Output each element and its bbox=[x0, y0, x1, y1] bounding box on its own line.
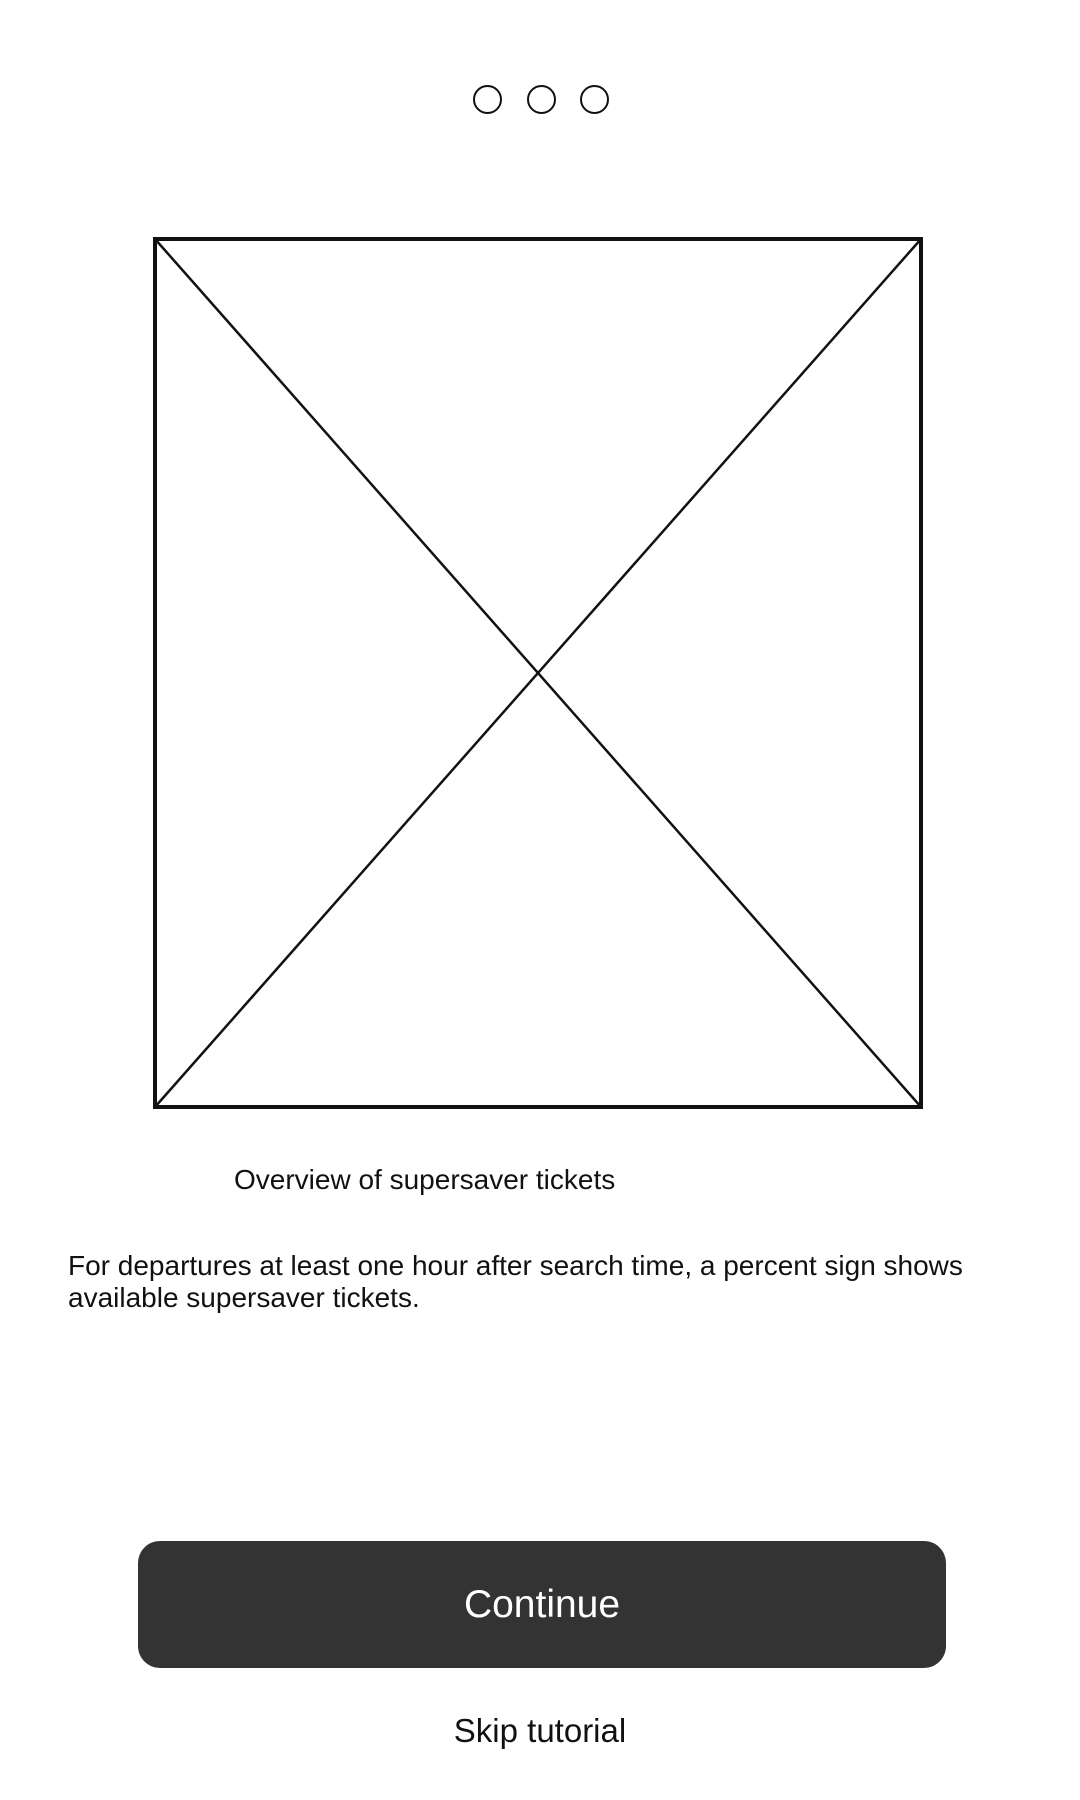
page-dot-2[interactable] bbox=[526, 84, 556, 114]
placeholder-diagonal-2 bbox=[154, 238, 922, 1108]
page-dot-1[interactable] bbox=[473, 84, 502, 114]
page-dot-3[interactable] bbox=[580, 84, 609, 114]
tutorial-description: For departures at least one hour after s… bbox=[68, 1250, 963, 1313]
skip-tutorial-link[interactable]: Skip tutorial bbox=[453, 1712, 627, 1749]
page-indicator bbox=[473, 81, 609, 117]
image-placeholder-icon bbox=[153, 237, 923, 1109]
continue-button[interactable]: Continue bbox=[138, 1541, 946, 1668]
image-caption: Overview of supersaver tickets bbox=[234, 1164, 616, 1195]
image-placeholder-graphic bbox=[153, 237, 923, 1109]
